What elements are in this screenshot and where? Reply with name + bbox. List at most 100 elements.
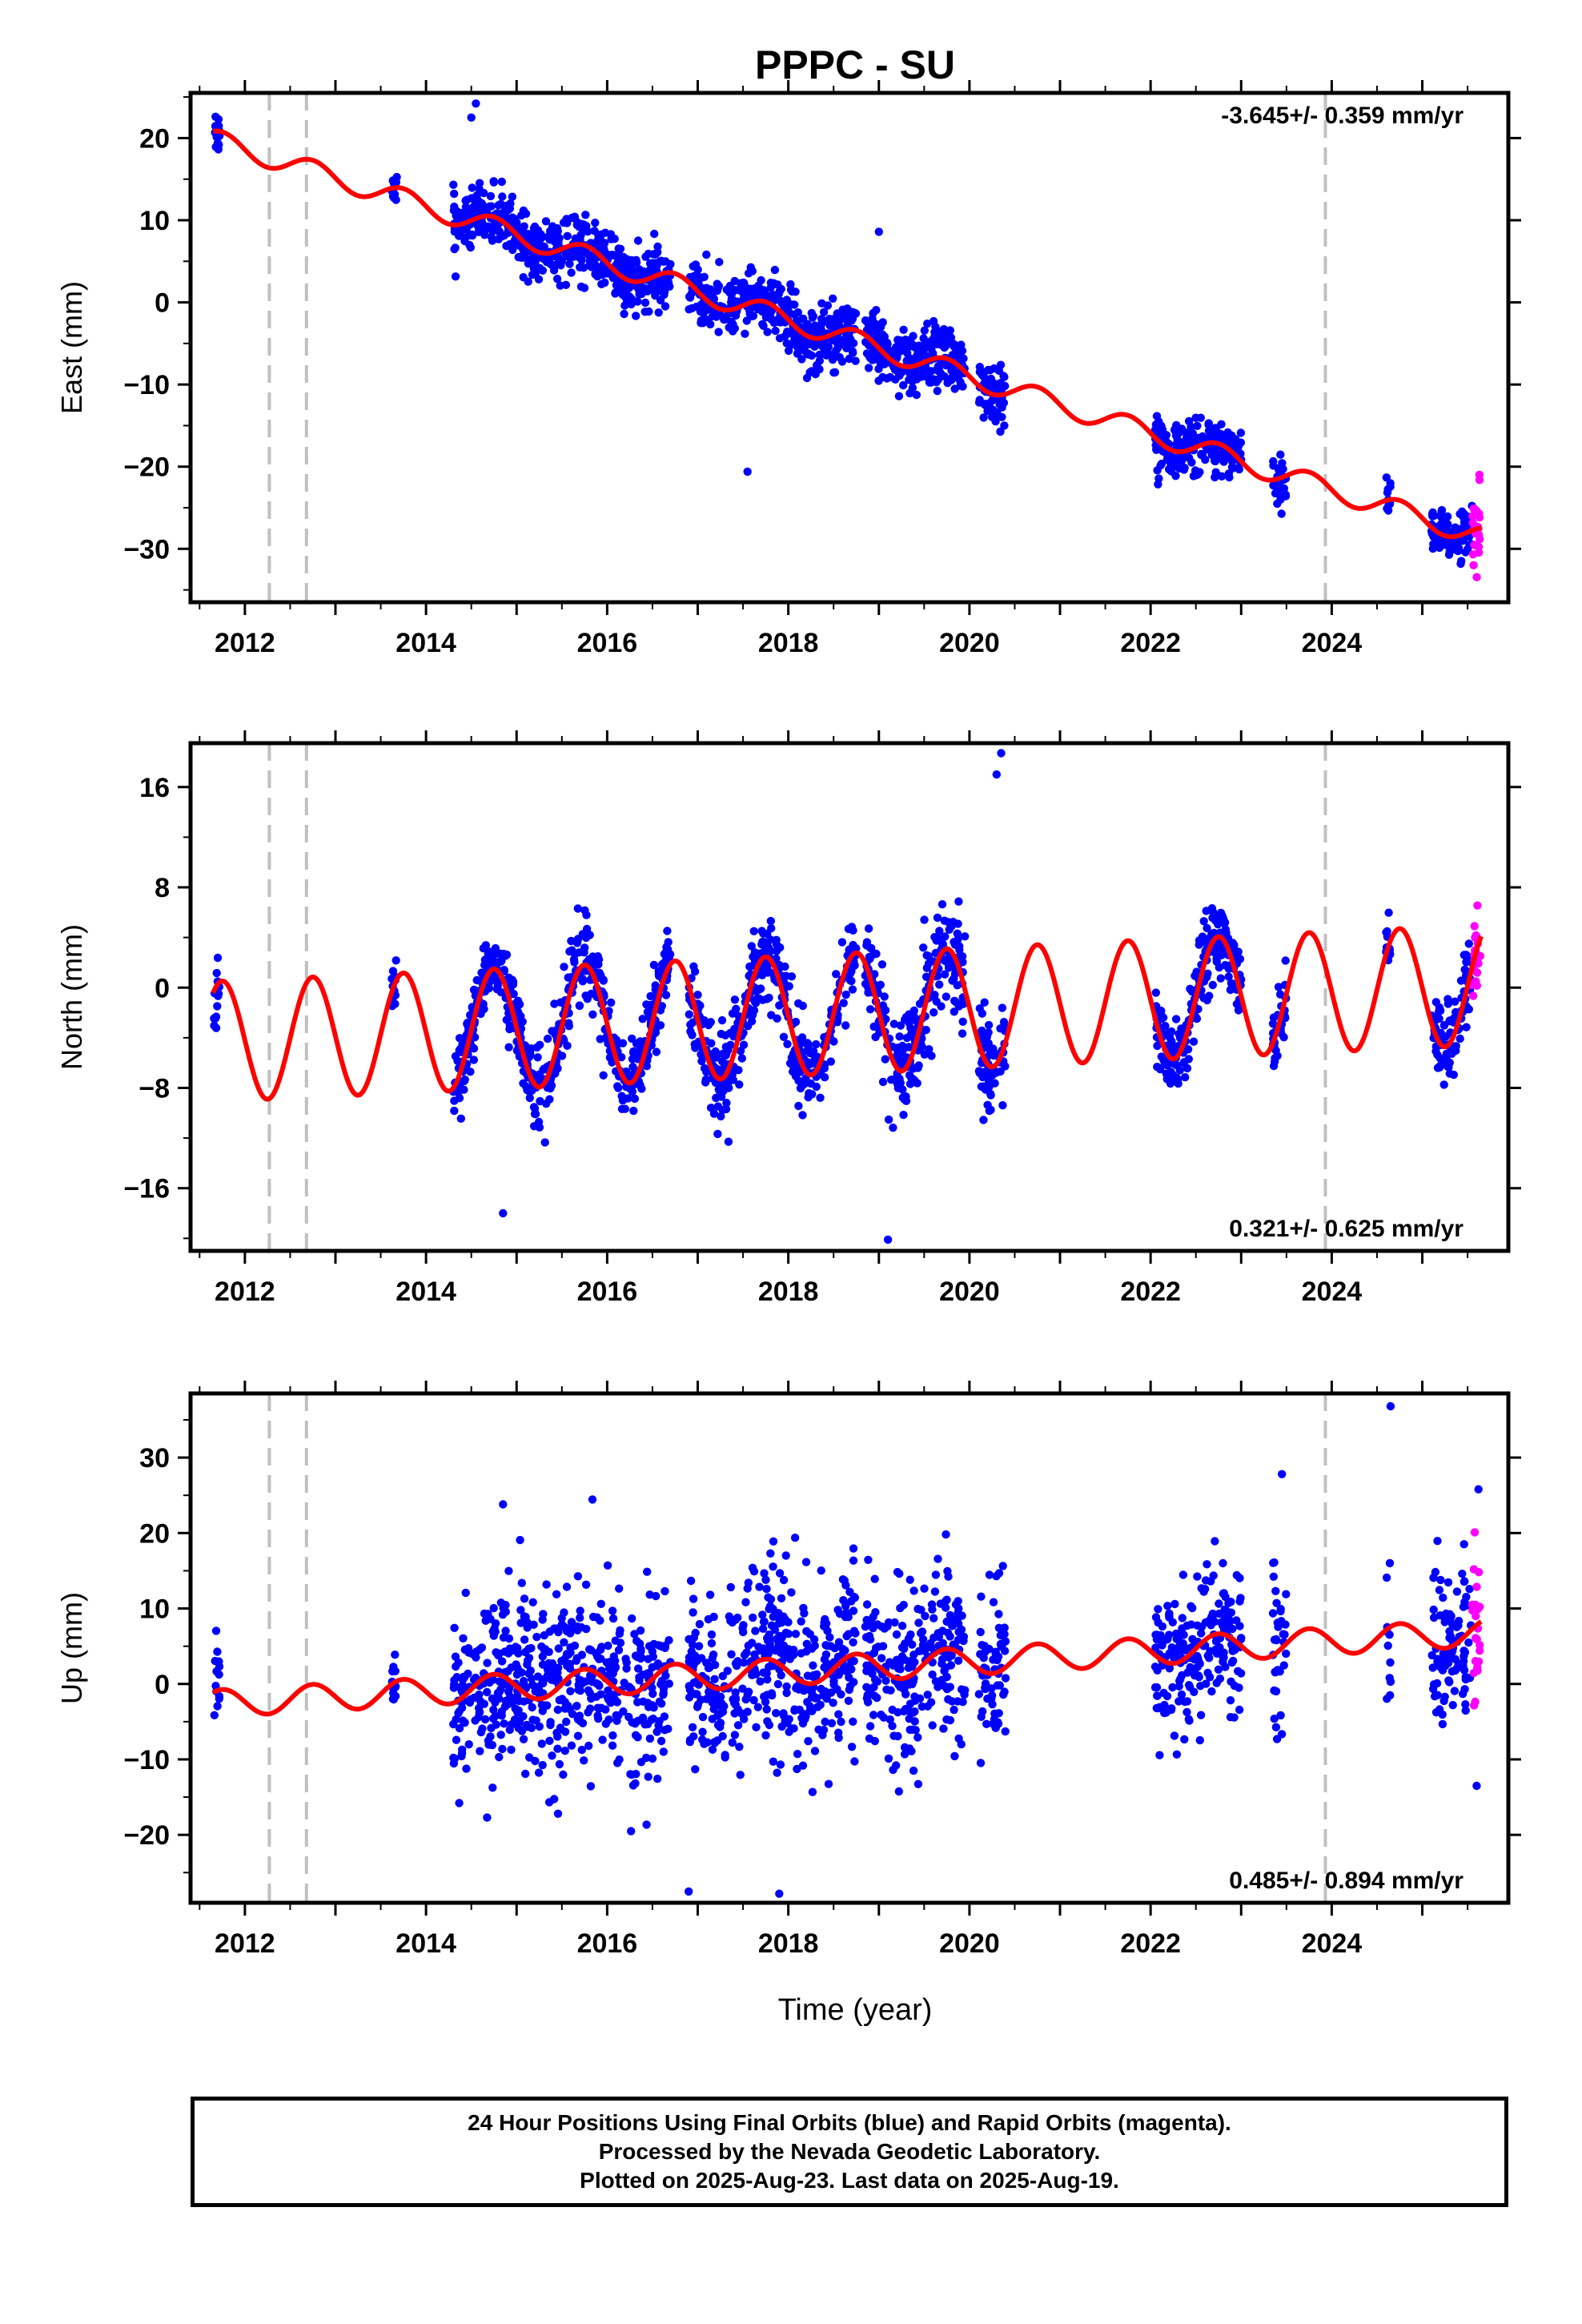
- data-point: [961, 932, 970, 941]
- data-point: [901, 1092, 910, 1101]
- data-point: [1212, 957, 1222, 967]
- data-point: [706, 320, 715, 329]
- data-point: [900, 1750, 909, 1759]
- data-point: [1203, 923, 1211, 933]
- data-point: [735, 1080, 744, 1089]
- data-point: [550, 999, 559, 1008]
- data-point: [913, 1063, 922, 1072]
- data-point: [1172, 1750, 1182, 1759]
- data-point: [456, 1114, 465, 1124]
- outlier-point: [883, 1235, 893, 1244]
- data-point: [923, 320, 932, 328]
- data-point: [889, 1124, 897, 1132]
- data-point: [829, 1037, 838, 1046]
- data-point: [452, 1735, 461, 1744]
- data-point: [616, 1638, 625, 1647]
- data-point: [1201, 1585, 1210, 1594]
- x-tick-label: 2018: [758, 1277, 819, 1307]
- data-point: [742, 1648, 751, 1657]
- data-point: [587, 1646, 596, 1655]
- data-point: [779, 1709, 788, 1718]
- data-point: [1193, 1621, 1202, 1630]
- data-point: [837, 1717, 845, 1727]
- data-point: [759, 929, 768, 939]
- data-point: [1184, 1715, 1194, 1723]
- data-point: [466, 1695, 475, 1704]
- data-point: [607, 998, 616, 1007]
- data-point: [798, 1761, 808, 1770]
- data-point: [758, 1610, 767, 1619]
- data-point: [1212, 449, 1222, 459]
- data-point: [214, 989, 223, 999]
- data-point: [554, 1644, 563, 1653]
- data-point: [560, 1638, 568, 1647]
- data-point: [449, 1719, 458, 1729]
- data-point: [519, 1735, 528, 1743]
- data-point: [1180, 1735, 1189, 1744]
- data-point: [901, 336, 910, 344]
- data-point: [728, 1738, 737, 1747]
- data-point: [819, 1726, 829, 1735]
- data-point: [799, 1687, 809, 1695]
- data-point: [1161, 1022, 1170, 1031]
- data-point: [573, 904, 582, 913]
- data-point: [694, 1642, 704, 1651]
- data-point: [815, 324, 825, 332]
- data-point: [1225, 472, 1234, 482]
- data-point: [534, 1768, 544, 1777]
- data-point: [817, 342, 827, 351]
- data-point: [837, 357, 847, 366]
- data-point: [926, 1698, 936, 1707]
- data-point: [215, 1670, 223, 1679]
- data-point: [486, 1614, 495, 1623]
- data-point: [541, 217, 551, 226]
- data-point: [521, 1769, 530, 1779]
- data-point: [990, 364, 998, 373]
- data-point: [740, 1715, 749, 1723]
- data-point: [794, 1076, 803, 1085]
- data-point: [1228, 1624, 1237, 1634]
- data-point: [1386, 482, 1395, 491]
- data-point: [749, 1695, 758, 1705]
- data-point: [540, 1138, 549, 1147]
- data-point: [905, 376, 913, 384]
- data-point: [548, 262, 558, 271]
- data-point: [1165, 1610, 1174, 1619]
- data-point: [837, 1690, 845, 1699]
- data-point: [600, 278, 609, 287]
- data-point: [504, 1649, 513, 1658]
- data-point: [763, 1636, 773, 1645]
- data-point: [557, 1620, 567, 1629]
- data-point: [389, 1663, 398, 1671]
- data-point: [592, 1613, 601, 1622]
- data-point: [516, 1606, 525, 1614]
- data-point: [498, 192, 507, 201]
- data-point: [567, 936, 576, 946]
- data-point: [601, 1719, 610, 1728]
- data-point: [762, 1584, 771, 1594]
- data-point: [1182, 1707, 1191, 1717]
- data-point: [461, 1588, 470, 1598]
- data-point: [600, 244, 608, 253]
- data-point: [744, 1578, 753, 1587]
- data-point: [992, 1572, 1001, 1581]
- data-point: [1207, 433, 1216, 442]
- data-point: [1180, 1642, 1189, 1652]
- data-point: [841, 990, 850, 999]
- data-point: [459, 1634, 468, 1642]
- data-point: [943, 379, 952, 388]
- data-point: [718, 1049, 728, 1059]
- data-point: [562, 1582, 572, 1591]
- data-point: [567, 1741, 576, 1750]
- data-point: [910, 1692, 919, 1701]
- data-point: [450, 1623, 459, 1633]
- data-point: [769, 1757, 777, 1766]
- data-point: [889, 1019, 899, 1028]
- rapid-data-point: [1476, 535, 1484, 544]
- data-point: [484, 949, 492, 959]
- data-point: [552, 275, 562, 283]
- data-point: [788, 1060, 797, 1070]
- data-point: [697, 1654, 706, 1663]
- data-point: [988, 383, 997, 392]
- data-point: [849, 1556, 858, 1565]
